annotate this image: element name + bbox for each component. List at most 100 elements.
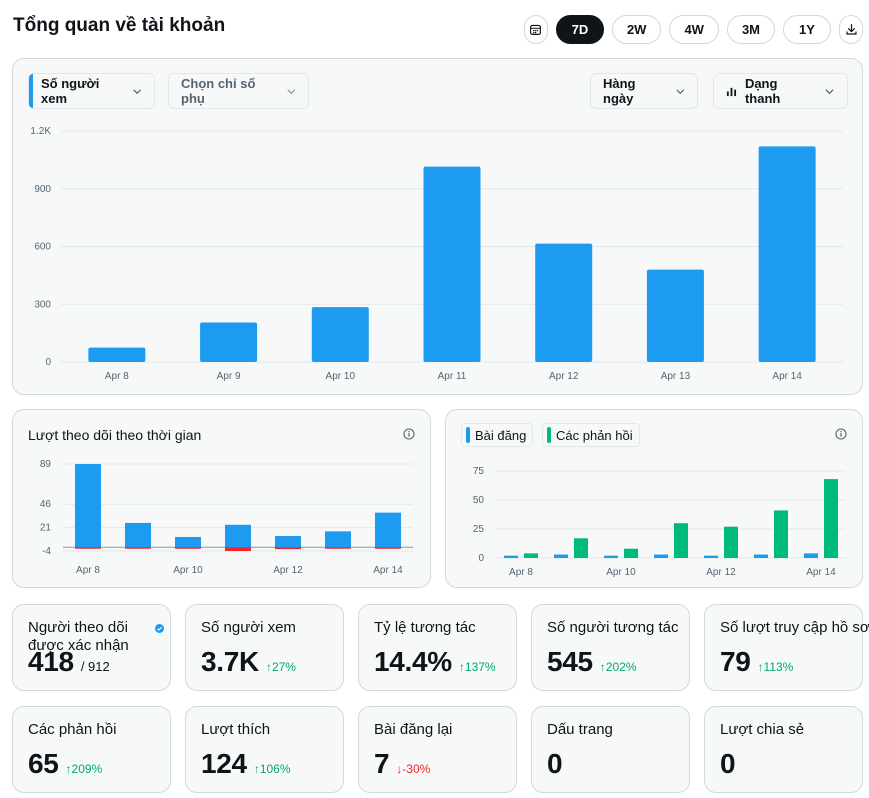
y-tick-label: 0 bbox=[45, 357, 51, 368]
stat-change: ↑209% bbox=[65, 762, 103, 776]
stat-value-row: 7 ↓-30% bbox=[374, 748, 430, 780]
bar bbox=[311, 307, 369, 362]
stat-card-shares[interactable]: Lượt chia sẻ 0 bbox=[704, 706, 863, 793]
interval-dropdown[interactable]: Hàng ngày bbox=[590, 73, 698, 109]
chart-type-dropdown[interactable]: Dạng thanh bbox=[713, 73, 848, 109]
stat-value-row: 545 ↑202% bbox=[547, 646, 637, 678]
stat-card-bookmarks[interactable]: Dấu trang 0 bbox=[531, 706, 690, 793]
stat-card-engagement-rate[interactable]: Tỷ lệ tương tác 14.4% ↑137% bbox=[358, 604, 517, 691]
stat-value: 65 bbox=[28, 748, 59, 779]
gain-bar bbox=[275, 536, 301, 548]
x-tick-label: Apr 12 bbox=[706, 567, 736, 578]
calendar-button[interactable] bbox=[523, 15, 548, 44]
replies-bar bbox=[824, 479, 838, 558]
posts-bar bbox=[554, 554, 568, 558]
stat-value: 124 bbox=[201, 748, 247, 779]
arrow-up-icon: ↑ bbox=[253, 762, 260, 776]
loss-bar bbox=[225, 547, 251, 551]
stat-label: Lượt thích bbox=[201, 721, 271, 738]
stat-value: 0 bbox=[720, 748, 736, 779]
gain-bar bbox=[125, 522, 151, 548]
arrow-up-icon: ↑ bbox=[65, 762, 72, 776]
range-4w-button[interactable]: 4W bbox=[669, 15, 719, 44]
secondary-metric-label: Chọn chỉ số phụ bbox=[181, 76, 256, 106]
gain-bar bbox=[175, 536, 201, 548]
y-tick-label: 0 bbox=[478, 553, 484, 564]
stat-change: ↑106% bbox=[253, 762, 291, 776]
loss-bar bbox=[125, 547, 151, 549]
info-icon[interactable] bbox=[835, 428, 847, 440]
download-button[interactable] bbox=[839, 15, 863, 44]
stat-value-row: 3.7K ↑27% bbox=[201, 646, 296, 678]
stat-change: ↑27% bbox=[265, 660, 296, 674]
bar-chart-icon bbox=[726, 87, 737, 96]
calendar-icon bbox=[530, 24, 542, 35]
legend-posts[interactable]: Bài đăng bbox=[461, 423, 534, 447]
stat-change: ↓-30% bbox=[396, 762, 431, 776]
secondary-metric-dropdown[interactable]: Chọn chỉ số phụ bbox=[168, 73, 309, 109]
range-2w-button[interactable]: 2W bbox=[611, 15, 662, 44]
verified-badge-icon bbox=[155, 624, 164, 633]
range-7d-button[interactable]: 7D bbox=[555, 15, 604, 44]
bar bbox=[646, 269, 704, 362]
stat-card-replies[interactable]: Các phản hồi 65 ↑209% bbox=[12, 706, 171, 793]
stat-label: Số người tương tác bbox=[547, 619, 679, 636]
stat-card-viewers[interactable]: Số người xem 3.7K ↑27% bbox=[185, 604, 344, 691]
loss-bar bbox=[325, 547, 351, 549]
y-tick-label: 21 bbox=[40, 523, 52, 534]
y-tick-label: 75 bbox=[473, 466, 485, 477]
date-range-selector: 7D 2W 4W 3M 1Y bbox=[523, 15, 863, 44]
posts-bar bbox=[804, 553, 818, 558]
x-tick-label: Apr 14 bbox=[373, 565, 403, 576]
arrow-up-icon: ↑ bbox=[599, 660, 606, 674]
arrow-up-icon: ↑ bbox=[757, 660, 764, 674]
chevron-down-icon bbox=[675, 88, 684, 94]
x-tick-label: Apr 8 bbox=[76, 565, 100, 576]
legend-posts-swatch bbox=[466, 427, 470, 443]
stat-label: Bài đăng lại bbox=[374, 721, 453, 738]
loss-bar bbox=[75, 547, 101, 549]
followers-chart-title: Lượt theo dõi theo thời gian bbox=[28, 427, 202, 443]
stat-change: ↑113% bbox=[757, 660, 794, 674]
impressions-bar-chart: 0 300 600 900 1.2K Apr 8 Apr 9 Apr 10 Apr 11 Apr … bbox=[30, 126, 843, 382]
replies-bar bbox=[524, 553, 538, 558]
replies-bar bbox=[574, 538, 588, 558]
info-icon[interactable] bbox=[403, 428, 415, 440]
stat-value: 418 bbox=[28, 646, 74, 677]
replies-bar bbox=[624, 548, 638, 558]
bar bbox=[423, 166, 481, 362]
stat-label: Dấu trang bbox=[547, 721, 613, 738]
page-title: Tổng quan về tài khoản bbox=[13, 15, 226, 36]
stat-value: 545 bbox=[547, 646, 593, 677]
followers-over-time-card: Lượt theo dõi theo thời gian -4 21 46 89 Apr… bbox=[12, 409, 431, 588]
stat-card-likes[interactable]: Lượt thích 124 ↑106% bbox=[185, 706, 344, 793]
stat-card-reposts[interactable]: Bài đăng lại 7 ↓-30% bbox=[358, 706, 517, 793]
posts-replies-card: Bài đăng Các phản hồi 0 25 50 75 Apr 8 Apr 10… bbox=[445, 409, 863, 588]
posts-replies-bar-chart: 0 25 50 75 Apr 8 Apr 10 Apr 12 Apr 14 bbox=[473, 466, 846, 578]
x-tick-label: Apr 13 bbox=[661, 371, 691, 382]
stat-card-verified-followers[interactable]: Người theo dõi được xác nhận 418 / 912 bbox=[12, 604, 171, 691]
y-tick-label: 1.2K bbox=[30, 126, 51, 137]
stat-label: Số người xem bbox=[201, 619, 296, 636]
stat-label: Các phản hồi bbox=[28, 721, 117, 738]
posts-bar bbox=[704, 555, 718, 558]
download-icon bbox=[845, 24, 857, 35]
stat-card-profile-visits[interactable]: Số lượt truy cập hồ sơ 79 ↑113% bbox=[704, 604, 869, 691]
stat-label: Tỷ lệ tương tác bbox=[374, 619, 476, 636]
stat-card-engaged-users[interactable]: Số người tương tác 545 ↑202% bbox=[531, 604, 690, 691]
metric-dropdown[interactable]: Số người xem bbox=[28, 73, 155, 109]
legend-replies[interactable]: Các phản hồi bbox=[542, 423, 640, 447]
stat-value-row: 0 bbox=[720, 748, 736, 780]
arrow-down-icon: ↓ bbox=[396, 762, 403, 776]
x-tick-label: Apr 14 bbox=[806, 567, 836, 578]
replies-bar bbox=[724, 526, 738, 558]
legend-posts-label: Bài đăng bbox=[475, 427, 527, 443]
stat-change: ↑202% bbox=[599, 660, 637, 674]
range-1y-button[interactable]: 1Y bbox=[783, 15, 831, 44]
bar bbox=[200, 322, 258, 362]
range-3m-button[interactable]: 3M bbox=[726, 15, 775, 44]
x-tick-label: Apr 12 bbox=[549, 371, 579, 382]
stat-value: 14.4% bbox=[374, 646, 452, 677]
x-tick-label: Apr 10 bbox=[326, 371, 356, 382]
stat-value: 79 bbox=[720, 646, 751, 677]
